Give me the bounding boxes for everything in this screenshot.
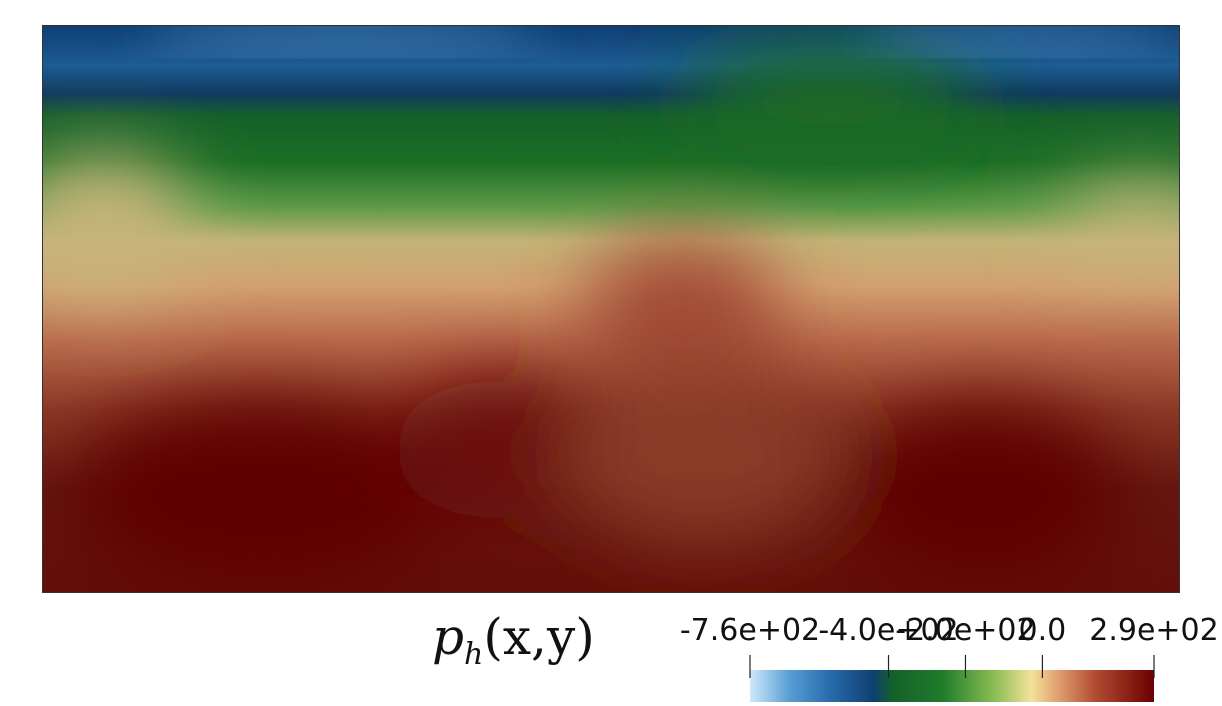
colorbar-tick-label: -2.0e+02 xyxy=(895,613,1035,648)
colorbar-gradient xyxy=(750,670,1154,702)
field-args: (x,y) xyxy=(483,608,595,666)
colorbar-tick-label: 2.9e+02 xyxy=(1089,613,1218,648)
colorbar-tick-label: -4.0e+02 xyxy=(818,613,958,648)
field-symbol: p xyxy=(432,608,465,666)
field-label: ph(x,y) xyxy=(432,612,595,670)
pressure-field-plot xyxy=(42,25,1180,593)
colorbar-tick-label: 0.0 xyxy=(1019,613,1067,648)
pressure-field-svg xyxy=(43,26,1179,592)
colorbar-tick-label: -7.6e+02 xyxy=(680,613,820,648)
field-subscript: h xyxy=(464,637,484,672)
